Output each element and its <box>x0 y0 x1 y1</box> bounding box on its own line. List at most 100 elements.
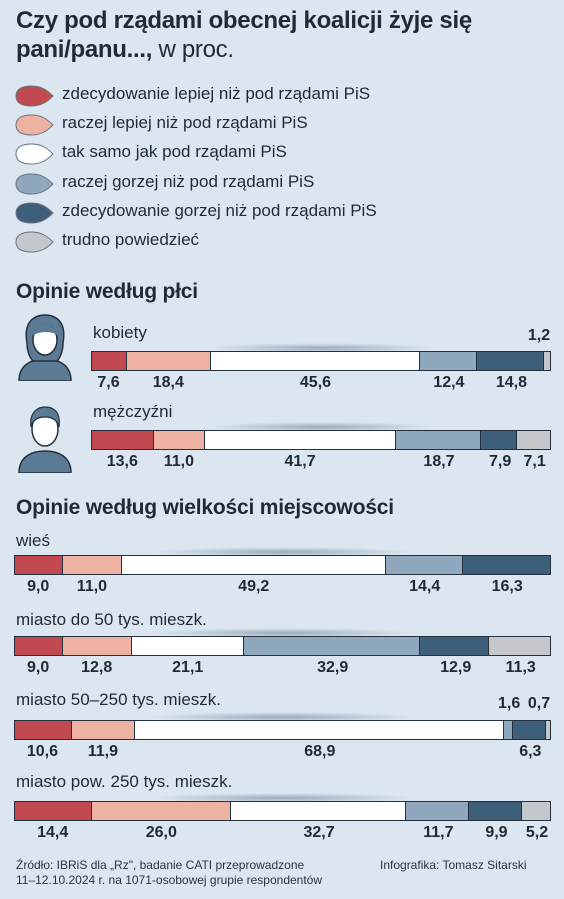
bar-shadow <box>206 343 436 353</box>
data-label: 16,3 <box>491 578 523 595</box>
bar-segment <box>517 431 550 449</box>
data-label: 18,4 <box>152 374 184 391</box>
bar-segment <box>503 721 513 739</box>
stacked-bar <box>91 351 551 371</box>
data-label: 10,6 <box>26 743 59 760</box>
legend-label: raczej lepiej niż pod rządami PiS <box>62 113 308 133</box>
bar-segment <box>126 352 212 370</box>
bar-segment <box>63 556 123 574</box>
data-label: 6,3 <box>519 743 542 760</box>
bar-segment <box>154 431 205 449</box>
credit-note: Infografika: Tomasz Sitarski <box>380 858 527 872</box>
data-label: 11,0 <box>76 578 108 595</box>
bar-segment <box>476 352 545 370</box>
data-label: 14,4 <box>37 824 69 841</box>
data-label: 49,2 <box>238 578 270 595</box>
bar-segment <box>489 637 550 655</box>
man-icon <box>18 406 72 473</box>
bar-segment <box>546 721 550 739</box>
bar-segment <box>406 802 470 820</box>
legend-label: tak samo jak pod rządami PiS <box>62 142 287 162</box>
stacked-bar <box>91 430 551 450</box>
bar-segment <box>131 637 245 655</box>
data-label: 5,2 <box>525 824 549 841</box>
data-label: 11,3 <box>505 659 536 676</box>
data-label: 1,2 <box>527 327 551 344</box>
data-label: 12,4 <box>433 374 465 391</box>
data-label: 21,1 <box>172 659 204 676</box>
stacked-bar <box>14 801 551 821</box>
bar-segment <box>15 637 64 655</box>
bar-shadow <box>148 628 417 638</box>
legend-label: zdecydowanie gorzej niż pod rządami PiS <box>62 200 377 220</box>
bar-segment <box>522 802 550 820</box>
data-label: 7,6 <box>97 374 120 391</box>
stacked-bar <box>14 636 551 656</box>
bar-segment <box>231 802 407 820</box>
data-label: 11,0 <box>163 453 194 470</box>
data-label: 11,7 <box>423 824 454 841</box>
data-label: 26,0 <box>145 824 177 841</box>
bar-segment <box>92 431 155 449</box>
bar-segment <box>204 431 396 449</box>
bar-segment <box>63 637 132 655</box>
bar-segment <box>419 352 477 370</box>
title-unit: w proc. <box>158 36 234 63</box>
data-label: 32,9 <box>317 659 349 676</box>
bar-segment <box>512 721 547 739</box>
legend-label: zdecydowanie lepiej niż pod rządami PiS <box>62 84 371 103</box>
data-label: 13,6 <box>106 453 138 470</box>
bar-segment <box>462 556 550 574</box>
data-label: 68,9 <box>304 743 336 760</box>
legend-swatch <box>15 231 54 253</box>
legend-label: raczej gorzej niż pod rządami PiS <box>62 171 315 191</box>
data-label: 1,6 <box>497 695 521 712</box>
bar-segment <box>469 802 523 820</box>
data-label: 18,7 <box>423 453 455 470</box>
bar-segment <box>544 352 550 370</box>
bar-segment <box>135 721 504 739</box>
bar-segment <box>481 431 518 449</box>
bar-shadow <box>148 712 417 722</box>
stacked-bar <box>14 720 551 740</box>
legend-swatch <box>15 202 54 224</box>
title-text: Czy pod rządami obecnej koalicji żyje si… <box>16 7 472 63</box>
data-label: 12,8 <box>81 659 113 676</box>
data-label: 0,7 <box>527 695 551 712</box>
category-label: miasto pow. 250 tys. mieszk. <box>16 772 233 791</box>
bar-shadow <box>148 547 417 557</box>
data-label: 11,9 <box>87 743 118 760</box>
section-title-town-size: Opinie według wielkości miejscowości <box>16 496 394 519</box>
bar-shadow <box>148 793 417 803</box>
source-note: Źródło: IBRiS dla „Rz", badanie CATI prz… <box>16 858 323 887</box>
legend-swatch <box>15 85 54 107</box>
bar-segment <box>244 637 421 655</box>
bar-segment <box>15 802 93 820</box>
data-label: 14,8 <box>495 374 528 391</box>
bar-segment <box>395 431 482 449</box>
category-label: wieś <box>16 531 51 550</box>
data-label: 12,9 <box>440 659 472 676</box>
legend-swatch <box>15 143 54 165</box>
bar-segment <box>122 556 386 574</box>
bar-shadow <box>206 422 436 432</box>
data-label: 9,9 <box>485 824 508 841</box>
section-title-gender: Opinie według płci <box>16 280 198 303</box>
category-label: miasto 50–250 tys. mieszk. <box>16 690 222 709</box>
bar-segment <box>92 352 127 370</box>
category-label: miasto do 50 tys. mieszk. <box>16 610 207 629</box>
data-label: 7,9 <box>489 453 512 470</box>
data-label: 9,0 <box>27 659 50 676</box>
woman-icon <box>18 314 72 381</box>
legend-swatch <box>15 173 54 195</box>
legend-swatch <box>15 114 54 136</box>
bar-segment <box>92 802 232 820</box>
data-label: 14,4 <box>409 578 441 595</box>
chart-title: Czy pod rządami obecnej koalicji żyje si… <box>16 6 556 64</box>
legend-label: trudno powiedzieć <box>62 230 200 249</box>
stacked-bar <box>14 555 551 575</box>
data-label: 41,7 <box>284 453 316 470</box>
data-label: 7,1 <box>523 453 546 470</box>
bar-segment <box>420 637 490 655</box>
